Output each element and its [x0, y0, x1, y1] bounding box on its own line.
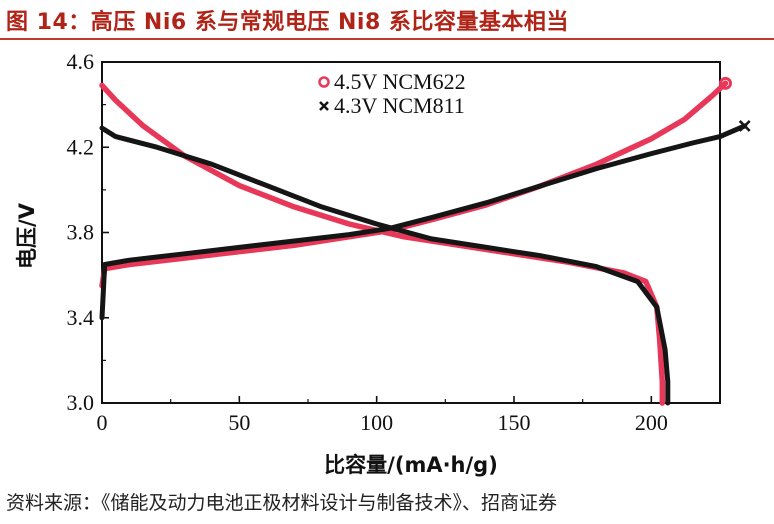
source-note: 资料来源：《储能及动力电池正极材料设计与制备技术》、招商证券: [6, 492, 558, 514]
y-axis-label: 电压/V: [15, 202, 39, 269]
x-tick-label: 150: [498, 410, 531, 435]
series-line-ncm811-charge: [99, 123, 748, 321]
legend-label: 4.3V NCM811: [334, 93, 465, 118]
x-tick-label: 0: [97, 410, 108, 435]
y-tick-label: 4.2: [67, 134, 95, 159]
legend-label: 4.5V NCM622: [334, 69, 466, 94]
voltage-capacity-chart: 3.0 3.4 3.8 4.2 4.6 0 50 100 150 200 4.5V NCM622…: [15, 49, 751, 477]
y-tick-label: 3.4: [67, 305, 95, 330]
legend-marker-ncm811: [319, 101, 329, 111]
end-marker-ncm622: [718, 76, 732, 90]
x-tick-label: 200: [635, 410, 668, 435]
series-line-ncm811-discharge: [99, 125, 671, 406]
title-rule: [0, 38, 774, 40]
curves: [99, 76, 751, 406]
x-axis-ticks: 0 50 100 150 200: [97, 396, 668, 435]
x-tick-label: 100: [360, 410, 393, 435]
x-axis-label: 比容量/(mA·h/g): [324, 453, 498, 477]
figure-title: 图 14：高压 Ni6 系与常规电压 Ni8 系比容量基本相当: [6, 10, 569, 35]
end-marker-ncm811: [738, 120, 751, 132]
y-tick-label: 4.6: [67, 49, 95, 74]
y-tick-label: 3.0: [67, 390, 95, 415]
y-tick-label: 3.8: [67, 220, 95, 245]
x-tick-label: 50: [228, 410, 250, 435]
legend-marker-ncm622: [318, 76, 330, 88]
y-axis-ticks: 3.0 3.4 3.8 4.2 4.6: [67, 49, 109, 415]
